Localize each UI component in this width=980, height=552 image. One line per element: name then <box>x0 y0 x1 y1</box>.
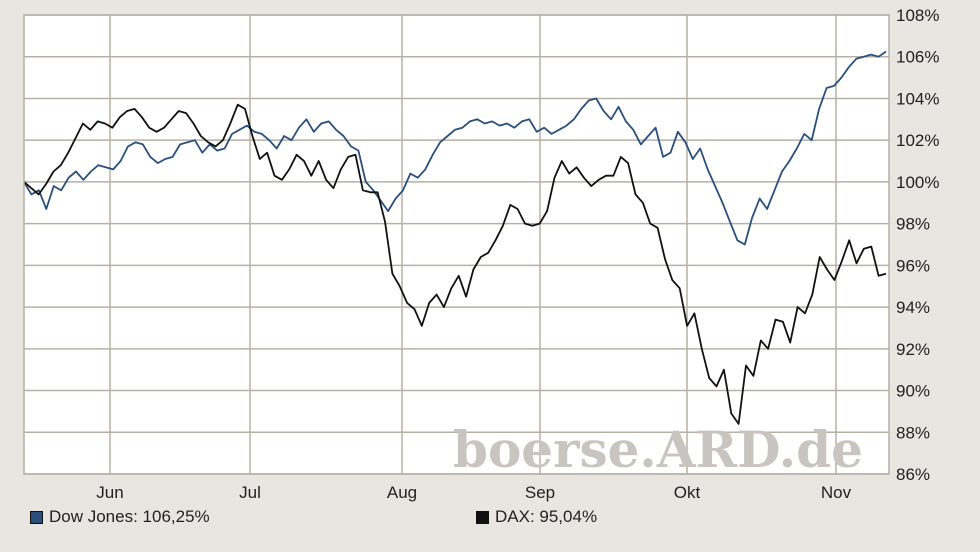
x-tick-label: Sep <box>525 483 555 502</box>
y-tick-label: 94% <box>896 298 930 317</box>
watermark: boerse.ARD.de <box>453 420 863 479</box>
legend-swatch-dax <box>476 510 489 524</box>
y-tick-label: 88% <box>896 423 930 442</box>
series-line-dow-jones <box>23 50 887 246</box>
plot-area <box>24 15 889 474</box>
x-tick-label: Okt <box>674 483 701 502</box>
y-tick-label: 102% <box>896 131 939 150</box>
y-tick-label: 98% <box>896 215 930 234</box>
y-tick-label: 106% <box>896 48 939 67</box>
series-line-dax <box>23 103 887 425</box>
y-axis: 86% 88% 90% 92% 94% 96% 98% 100% 102% 104% 106% 108… <box>896 6 939 484</box>
x-tick-label: Jun <box>96 483 123 502</box>
y-tick-label: 86% <box>896 465 930 484</box>
x-tick-label: Jul <box>239 483 261 502</box>
legend-label-dax: DAX: 95,04% <box>495 507 598 526</box>
x-axis: Jun Jul Aug Sep Okt Nov <box>96 483 851 502</box>
y-tick-label: 100% <box>896 173 939 192</box>
x-tick-label: Nov <box>821 483 852 502</box>
legend-swatch-dow-jones <box>30 510 43 524</box>
plot-border <box>23 14 890 475</box>
y-tick-label: 92% <box>896 340 930 359</box>
legend-item-dax: DAX: 95,04% <box>476 505 597 529</box>
series-layer <box>23 50 887 425</box>
y-tick-label: 108% <box>896 6 939 25</box>
legend-label-dow-jones: Dow Jones: 106,25% <box>49 507 210 526</box>
y-tick-label: 96% <box>896 256 930 275</box>
y-tick-label: 104% <box>896 89 939 108</box>
legend-item-dow-jones: Dow Jones: 106,25% <box>30 505 210 529</box>
y-tick-label: 90% <box>896 382 930 401</box>
x-tick-label: Aug <box>387 483 417 502</box>
